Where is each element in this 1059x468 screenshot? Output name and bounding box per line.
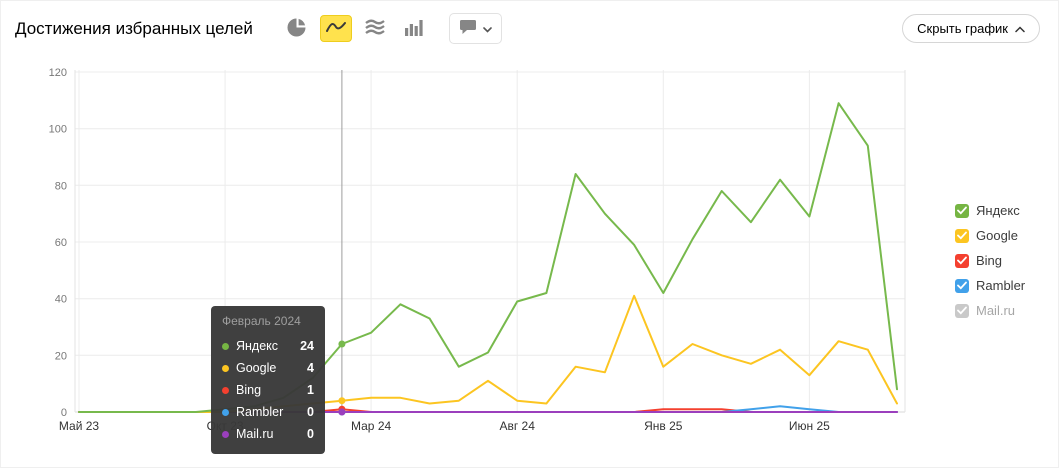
svg-text:Янв 25: Янв 25	[644, 419, 683, 433]
tooltip-row: Яндекс 24	[222, 335, 314, 357]
checkmark-icon	[957, 206, 967, 215]
annotations-dropdown-button[interactable]	[448, 13, 502, 44]
legend-label: Bing	[976, 253, 1003, 268]
series-color-dot	[222, 408, 229, 416]
checkmark-icon	[957, 281, 967, 290]
chart-type-pie-button[interactable]	[281, 15, 313, 42]
tooltip-series-value: 0	[307, 405, 314, 419]
series-color-dot	[222, 342, 229, 350]
svg-text:Мар 24: Мар 24	[351, 419, 391, 433]
legend-checkbox[interactable]	[955, 228, 969, 243]
tooltip-series-value: 24	[300, 339, 314, 353]
svg-text:Авг 24: Авг 24	[499, 419, 535, 433]
checkmark-icon	[957, 231, 967, 240]
chart-type-area-button[interactable]	[359, 15, 391, 42]
tooltip-series-label: Яндекс	[236, 339, 279, 353]
legend-item-bing[interactable]: Bing	[955, 248, 1025, 273]
hide-chart-label: Скрыть график	[917, 21, 1008, 36]
chart-type-line-button[interactable]	[319, 15, 352, 42]
legend-checkbox[interactable]	[955, 203, 969, 218]
page-title: Достижения избранных целей	[15, 18, 253, 38]
hide-chart-button[interactable]: Скрыть график	[902, 14, 1040, 43]
area-chart-icon	[365, 18, 385, 39]
tooltip-row: Rambler 0	[222, 401, 314, 423]
chart-tooltip: Февраль 2024 Яндекс 24 Google 4 Bing 1 Rambler…	[211, 306, 325, 454]
tooltip-row: Bing 1	[222, 379, 314, 401]
tooltip-series-label: Bing	[236, 383, 262, 397]
svg-text:80: 80	[55, 180, 67, 192]
svg-text:0: 0	[61, 407, 67, 419]
tooltip-row: Google 4	[222, 357, 314, 379]
comment-bubble-icon	[459, 19, 477, 38]
legend-checkbox[interactable]	[955, 303, 969, 318]
pie-chart-icon	[287, 18, 306, 40]
svg-text:Май 23: Май 23	[59, 419, 100, 433]
legend-item-rambler[interactable]: Rambler	[955, 273, 1025, 298]
legend-checkbox[interactable]	[955, 278, 969, 293]
series-color-dot	[222, 386, 229, 394]
legend-label: Mail.ru	[976, 303, 1016, 318]
svg-text:Июн 25: Июн 25	[789, 419, 830, 433]
legend-label: Google	[976, 228, 1018, 243]
chart-header: Достижения избранных целей	[1, 1, 1058, 46]
tooltip-row: Mail.ru 0	[222, 423, 314, 445]
tooltip-series-label: Google	[236, 361, 277, 375]
series-color-dot	[222, 430, 229, 438]
svg-text:20: 20	[55, 350, 67, 362]
checkmark-icon	[957, 256, 967, 265]
tooltip-series-value: 4	[307, 361, 314, 375]
svg-text:40: 40	[55, 294, 67, 306]
legend-label: Rambler	[976, 278, 1026, 293]
chevron-up-icon	[1015, 21, 1025, 36]
legend-item-google[interactable]: Google	[955, 223, 1025, 248]
tooltip-title: Февраль 2024	[222, 314, 301, 328]
tooltip-series-label: Mail.ru	[236, 427, 274, 441]
tooltip-series-value: 1	[307, 383, 314, 397]
series-color-dot	[222, 364, 229, 372]
chart-type-toolbar	[281, 13, 502, 44]
legend-item-yandex[interactable]: Яндекс	[955, 198, 1025, 223]
tooltip-series-label: Rambler	[236, 405, 284, 419]
svg-text:60: 60	[55, 237, 67, 249]
svg-text:120: 120	[49, 67, 67, 79]
chart-type-columns-button[interactable]	[398, 15, 430, 42]
line-chart-icon	[325, 19, 346, 38]
legend-item-mailru[interactable]: Mail.ru	[955, 298, 1025, 323]
bar-chart-icon	[404, 19, 423, 39]
svg-text:100: 100	[49, 124, 67, 136]
chart-legend: Яндекс Google Bing Rambler Mail.ru	[955, 198, 1025, 323]
legend-label: Яндекс	[976, 203, 1020, 218]
legend-checkbox[interactable]	[955, 253, 969, 268]
tooltip-series-value: 0	[307, 427, 314, 441]
chevron-down-icon	[483, 21, 492, 36]
tooltip-rows: Яндекс 24 Google 4 Bing 1 Rambler 0 Mail.ru 0	[222, 335, 314, 445]
checkmark-icon	[957, 306, 967, 315]
